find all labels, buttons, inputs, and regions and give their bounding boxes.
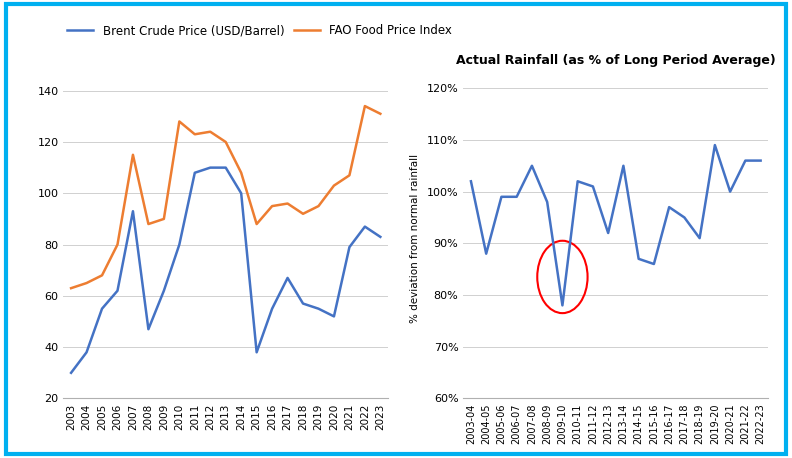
Title: Actual Rainfall (as % of Long Period Average): Actual Rainfall (as % of Long Period Ave… xyxy=(456,54,775,67)
Y-axis label: % deviation from normal rainfall: % deviation from normal rainfall xyxy=(409,153,420,323)
Legend: Brent Crude Price (USD/Barrel), FAO Food Price Index: Brent Crude Price (USD/Barrel), FAO Food… xyxy=(63,20,457,42)
